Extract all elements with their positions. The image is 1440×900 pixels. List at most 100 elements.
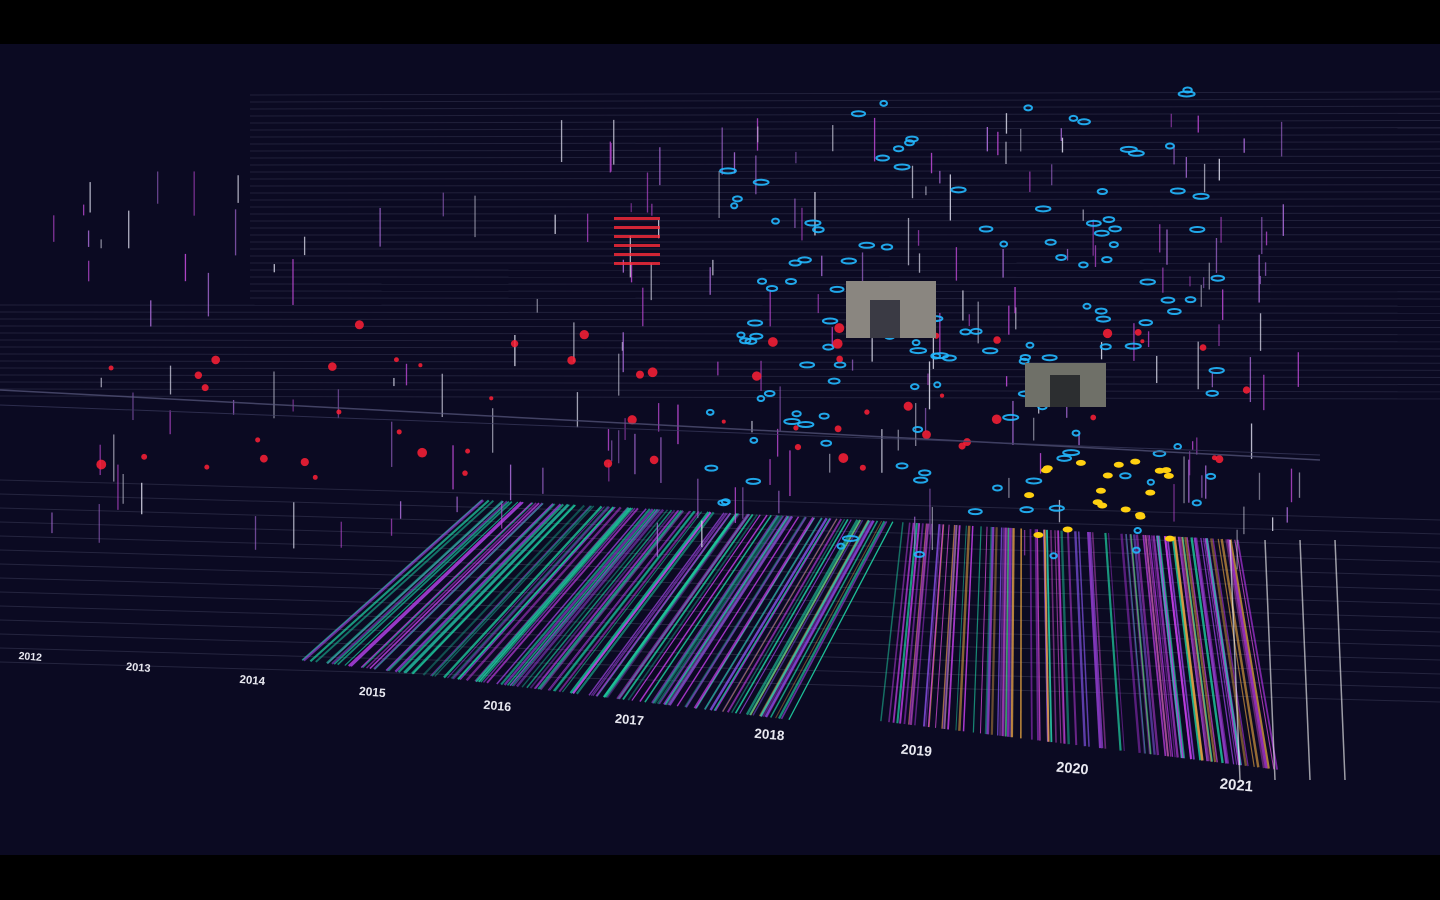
floor-stripe <box>1029 528 1033 740</box>
floor-stripe <box>1135 534 1160 756</box>
point <box>1102 472 1113 479</box>
floor-stripe <box>1006 527 1012 737</box>
grid-line <box>249 162 1440 166</box>
point <box>1108 225 1122 233</box>
point <box>783 418 801 426</box>
grid-line <box>0 395 1440 400</box>
floor-stripe <box>411 504 576 675</box>
point <box>1090 414 1097 421</box>
video-person <box>870 300 900 338</box>
floor-stripe <box>430 505 591 677</box>
floor-stripe <box>928 524 945 728</box>
floor-stripe <box>955 525 967 731</box>
floor-stripe <box>1157 535 1185 759</box>
grid-line <box>0 339 1440 343</box>
point <box>820 439 833 447</box>
floor-stripe <box>1148 535 1174 757</box>
floor-stripe <box>1043 529 1050 742</box>
point <box>788 259 802 267</box>
point <box>1199 344 1207 351</box>
point <box>1068 114 1079 122</box>
point <box>1056 454 1073 462</box>
point <box>1164 535 1175 542</box>
point <box>1164 142 1175 150</box>
highlight <box>614 253 660 256</box>
floor-stripe <box>496 508 647 685</box>
floor-stripe <box>457 506 615 680</box>
point <box>141 453 148 460</box>
point <box>1025 341 1035 349</box>
floor-stripe <box>1166 536 1195 760</box>
point <box>635 370 644 379</box>
floor-stripe <box>703 517 823 710</box>
point <box>959 328 972 336</box>
year-label: 2019 <box>900 741 933 760</box>
point <box>833 361 847 369</box>
point <box>489 396 494 401</box>
grid-line <box>249 112 1440 117</box>
grid-line <box>249 205 1440 208</box>
floor-stripe <box>1066 530 1078 746</box>
grid-line <box>0 318 1440 321</box>
floor-stripe <box>1056 530 1065 744</box>
point <box>1093 229 1110 237</box>
floor-stripe <box>1009 528 1014 738</box>
point <box>834 323 845 334</box>
floor-stripe <box>1036 529 1041 741</box>
point <box>767 337 778 347</box>
grid-line <box>249 177 1440 180</box>
point <box>904 139 915 147</box>
point <box>1044 238 1057 246</box>
point <box>720 498 731 506</box>
floor-stripe <box>529 509 676 689</box>
floor-stripe <box>914 523 933 726</box>
floor-stripe <box>374 502 544 670</box>
floor-stripe <box>605 513 739 698</box>
floor-stripe <box>569 511 710 694</box>
floor-stripe <box>333 500 510 665</box>
point <box>1177 90 1196 98</box>
year-label: 2013 <box>126 661 151 675</box>
point <box>903 401 913 411</box>
floor-stripe <box>526 509 673 689</box>
point <box>918 469 932 477</box>
point <box>838 453 849 463</box>
floor-stripe <box>908 523 928 725</box>
floor-stripe <box>549 510 692 691</box>
floor-stripe <box>331 500 508 665</box>
floor-stripe <box>1152 535 1179 758</box>
floor-stripe <box>997 527 1003 736</box>
grid-line <box>249 148 1440 152</box>
highlight <box>614 235 660 238</box>
floor-stripe <box>348 501 522 667</box>
floor-stripe <box>713 518 831 712</box>
floor-stripe <box>1147 535 1172 757</box>
grid-line <box>0 367 1440 371</box>
floor-stripe <box>726 518 843 713</box>
floor-stripe <box>558 510 700 693</box>
floor-stripe <box>739 519 852 715</box>
point <box>1062 526 1073 533</box>
point <box>328 362 337 371</box>
point <box>1208 367 1225 375</box>
point <box>201 384 209 392</box>
grid-line <box>249 283 1440 286</box>
grid-line <box>0 332 1440 336</box>
floor-stripe <box>1163 535 1192 760</box>
point <box>1092 499 1103 506</box>
point <box>841 534 859 542</box>
grid-line <box>249 290 1440 293</box>
floor-stripe <box>362 502 534 669</box>
year-label: 2021 <box>1219 776 1254 796</box>
floor-stripe <box>1220 538 1260 768</box>
point <box>1127 149 1145 157</box>
point <box>649 455 659 465</box>
point <box>259 454 268 463</box>
floor-stripe <box>394 503 562 673</box>
grid-line <box>0 325 1440 329</box>
floor-stripe <box>344 501 519 666</box>
band <box>0 389 1321 461</box>
highlight <box>614 262 660 265</box>
floor-stripe <box>422 504 585 676</box>
floor-stripe <box>1060 530 1070 745</box>
